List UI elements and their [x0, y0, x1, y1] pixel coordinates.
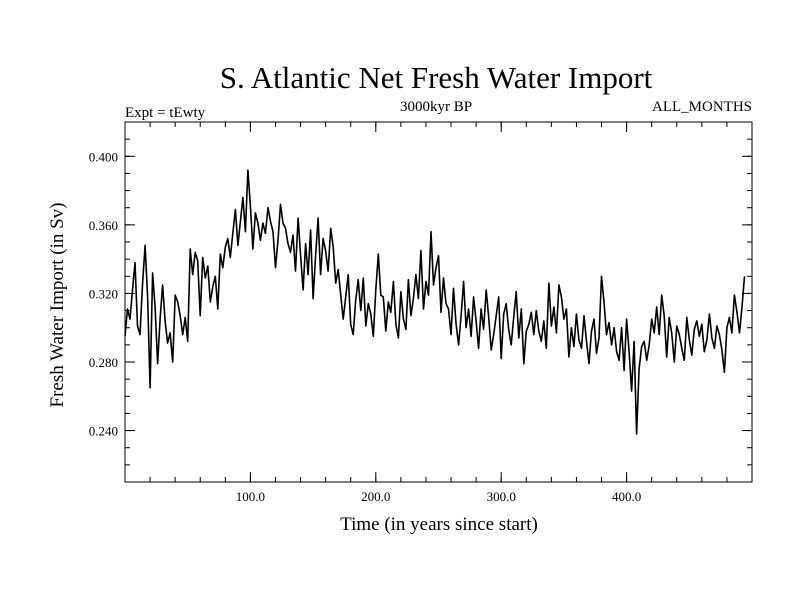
- y-tick-label: 0.400: [89, 149, 118, 164]
- axis-ticks: [125, 122, 752, 482]
- plot-frame: [124, 121, 753, 483]
- y-axis-label: Fresh Water Import (in Sv): [47, 203, 68, 408]
- plot-area: [124, 121, 753, 483]
- period-label: 3000kyr BP: [400, 99, 472, 115]
- x-tick-label: 100.0: [236, 489, 265, 504]
- x-tick-label: 400.0: [612, 489, 641, 504]
- y-tick-label: 0.320: [89, 286, 118, 301]
- experiment-label: Expt = tEwty: [125, 105, 206, 121]
- series-line: [124, 169, 746, 435]
- y-tick-label: 0.280: [89, 355, 118, 370]
- y-tick-label: 0.360: [89, 218, 118, 233]
- x-axis-label: Time (in years since start): [340, 514, 538, 535]
- x-tick-label: 200.0: [361, 489, 390, 504]
- x-tick-label: 300.0: [487, 489, 516, 504]
- axis-tick-labels: 100.0 200.0 300.0 400.0 0.240 0.280 0.320 0.360…: [89, 149, 641, 504]
- chart-title: S. Atlantic Net Fresh Water Import: [220, 60, 653, 95]
- months-label: ALL_MONTHS: [652, 99, 752, 115]
- y-tick-label: 0.240: [89, 424, 118, 439]
